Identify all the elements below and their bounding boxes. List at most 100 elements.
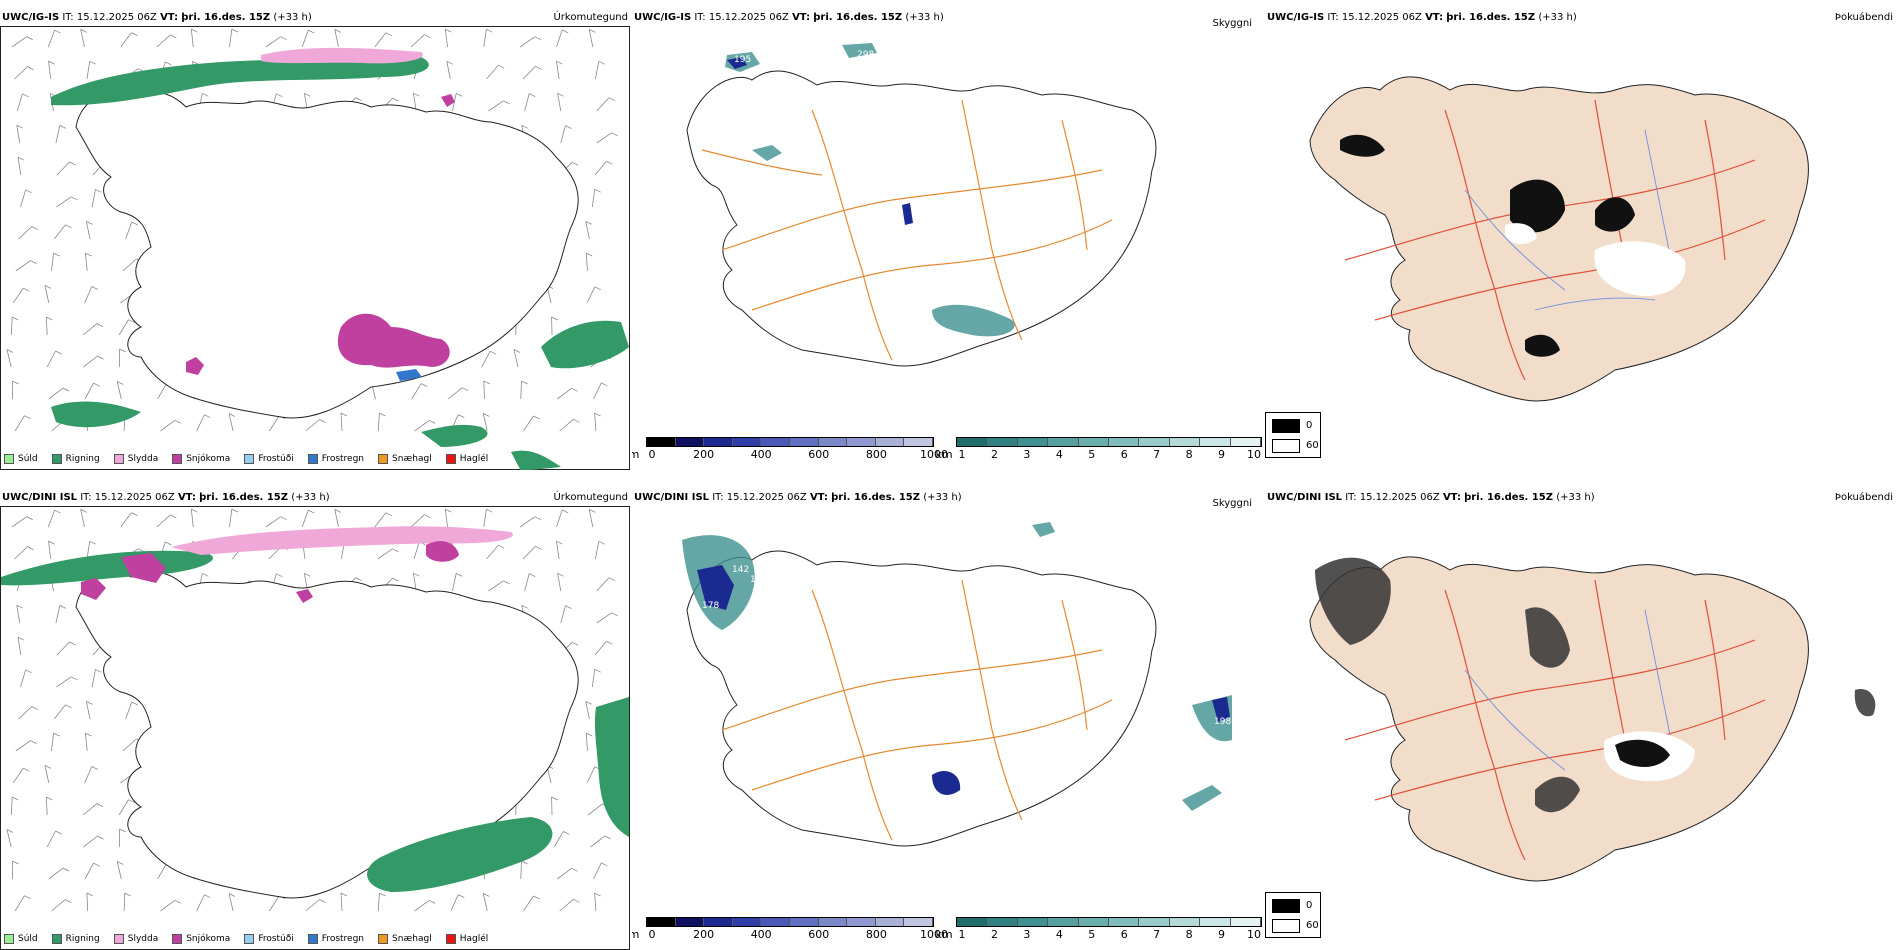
- fog-legend-box-white: [1272, 919, 1300, 933]
- colorbar-cell: [1017, 918, 1049, 926]
- colorbar-visibility-m: m 0 200 400 600 800 1000: [632, 917, 948, 941]
- visibility-map: 195 298 182 164: [686, 33, 1157, 367]
- panel-title-visibility: Skyggni: [1212, 498, 1252, 509]
- colorbar-tick-label: 200: [693, 448, 715, 461]
- colorbar-tick-label: 9: [1218, 448, 1226, 461]
- colorbar-tick-label: 600: [808, 928, 830, 941]
- visibility-map: 142 107 178 198: [682, 522, 1232, 847]
- legend-swatch: [307, 934, 318, 944]
- fog-legend-bottom-value: 60: [1306, 920, 1319, 931]
- legend-item: Frostregn: [307, 934, 365, 944]
- legend-label: Frostúði: [258, 454, 294, 464]
- colorbar-cell: [987, 438, 1018, 446]
- legend-label: Frostúði: [258, 934, 294, 944]
- colorbar-cell: [761, 438, 790, 446]
- colorbar-tick-label: 0: [648, 928, 656, 941]
- legend-item: Súld: [4, 454, 38, 464]
- colorbar-cells: [956, 437, 1262, 447]
- legend-swatch: [51, 934, 62, 944]
- colorbar-cell: [789, 918, 819, 926]
- colorbar-visibility-km: km 1 2 3 4 5 6 7 8 9 10: [935, 917, 1262, 941]
- map-frame: [0, 506, 630, 950]
- fog-legend-top-value: 0: [1306, 900, 1313, 911]
- colorbar-cell: [789, 438, 819, 446]
- colorbar-tick-label: 400: [750, 928, 772, 941]
- colorbar-cell: [847, 438, 876, 446]
- fog-legend-box-black: [1272, 899, 1300, 913]
- colorbar-tick-label: 200: [693, 928, 715, 941]
- colorbar-labels: m 0 200 400 600 800 1000: [632, 447, 948, 461]
- colorbar-tick-label: 5: [1088, 448, 1096, 461]
- legend-item: Slydda: [113, 934, 159, 944]
- precip-type-legend: Súld Rigning Slydda Snjókoma Frostúði Frostre…: [4, 934, 488, 944]
- colorbar-cell: [732, 438, 762, 446]
- fog-legend-box-white: [1272, 439, 1300, 453]
- colorbar-visibility-km: km 1 2 3 4 5 6 7 8 9 10: [935, 437, 1262, 461]
- legend-label: Rigning: [65, 454, 100, 464]
- colorbar-tick-label: 5: [1088, 928, 1096, 941]
- colorbar-cell: [704, 918, 733, 926]
- legend-item: Snjókoma: [172, 454, 230, 464]
- legend-swatch: [4, 454, 14, 464]
- legend-item: Snæhagl: [378, 934, 432, 944]
- colorbar-labels: m 0 200 400 600 800 1000: [632, 927, 948, 941]
- panel-header: UWC/IG-IS IT: 15.12.2025 06Z VT: þri. 16…: [1267, 12, 1577, 23]
- colorbar-cell: [847, 918, 876, 926]
- legend-swatch: [307, 454, 318, 464]
- colorbar-cells: [956, 917, 1262, 927]
- panel-fog-row2: UWC/DINI ISL IT: 15.12.2025 06Z VT: þri.…: [1265, 490, 1895, 950]
- colorbar-cells: [646, 437, 934, 447]
- colorbar-tick-label: 10: [1247, 928, 1261, 941]
- colorbar-cell: [1169, 918, 1201, 926]
- panel-precip-type-row2: UWC/DINI ISL IT: 15.12.2025 06Z VT: þri.…: [0, 490, 630, 950]
- colorbar-cell: [1109, 918, 1140, 926]
- precip-map: [6, 28, 629, 470]
- colorbar-cell: [904, 918, 933, 926]
- fog-legend-bottom-value: 60: [1306, 440, 1319, 451]
- colorbar-cell: [957, 438, 988, 446]
- legend-label: Frostregn: [321, 454, 365, 464]
- legend-swatch: [378, 454, 389, 464]
- colorbar-cell: [647, 438, 676, 446]
- legend-swatch: [113, 454, 124, 464]
- map-frame: [0, 26, 630, 470]
- legend-label: Snæhagl: [392, 934, 432, 944]
- colorbar-tick-label: 0: [648, 448, 656, 461]
- legend-item: Slydda: [113, 454, 158, 464]
- visibility-value-label: 195: [734, 55, 751, 65]
- legend-item: Snæhagl: [378, 454, 432, 464]
- colorbar-tick-label: 4: [1055, 928, 1063, 941]
- colorbar-tick-label: 2: [990, 448, 998, 461]
- colorbar-labels: km 1 2 3 4 5 6 7 8 9 10: [935, 447, 1262, 461]
- colorbar-cell: [987, 918, 1018, 926]
- legend-item: Frostúði: [244, 934, 294, 944]
- colorbar-cell: [1078, 438, 1110, 446]
- colorbar-tick-label: 1: [958, 928, 966, 941]
- legend-item: Snjókoma: [172, 934, 230, 944]
- colorbar-cells: [646, 917, 934, 927]
- fog-map: [1309, 556, 1876, 882]
- colorbar-cell: [1230, 438, 1262, 446]
- fog-legend: 0 60: [1265, 412, 1321, 458]
- colorbar-tick-label: 1: [958, 448, 966, 461]
- legend-swatch: [378, 934, 389, 944]
- colorbar-cell: [1200, 438, 1231, 446]
- precip-map: [1, 508, 629, 912]
- panel-visibility-row2: UWC/DINI ISL IT: 15.12.2025 06Z VT: þri.…: [632, 490, 1262, 950]
- colorbar-cell: [675, 438, 705, 446]
- fog-legend: 0 60: [1265, 892, 1321, 938]
- legend-swatch: [172, 454, 183, 464]
- colorbar-tick-label: 1000: [920, 448, 948, 461]
- legend-swatch: [4, 934, 14, 944]
- colorbar-tick-label: 4: [1055, 448, 1063, 461]
- legend-label: Frostregn: [321, 934, 365, 944]
- colorbar-tick-label: 8: [1185, 928, 1193, 941]
- colorbar-cell: [1017, 438, 1049, 446]
- fog-map: [1309, 76, 1809, 402]
- legend-label: Snæhagl: [392, 454, 432, 464]
- colorbar-labels: km 1 2 3 4 5 6 7 8 9 10: [935, 927, 1262, 941]
- legend-label: Slydda: [127, 934, 159, 944]
- visibility-value-label: 198: [1214, 717, 1231, 727]
- panel-header: UWC/IG-IS IT: 15.12.2025 06Z VT: þri. 16…: [634, 12, 944, 23]
- legend-label: Súld: [18, 454, 38, 464]
